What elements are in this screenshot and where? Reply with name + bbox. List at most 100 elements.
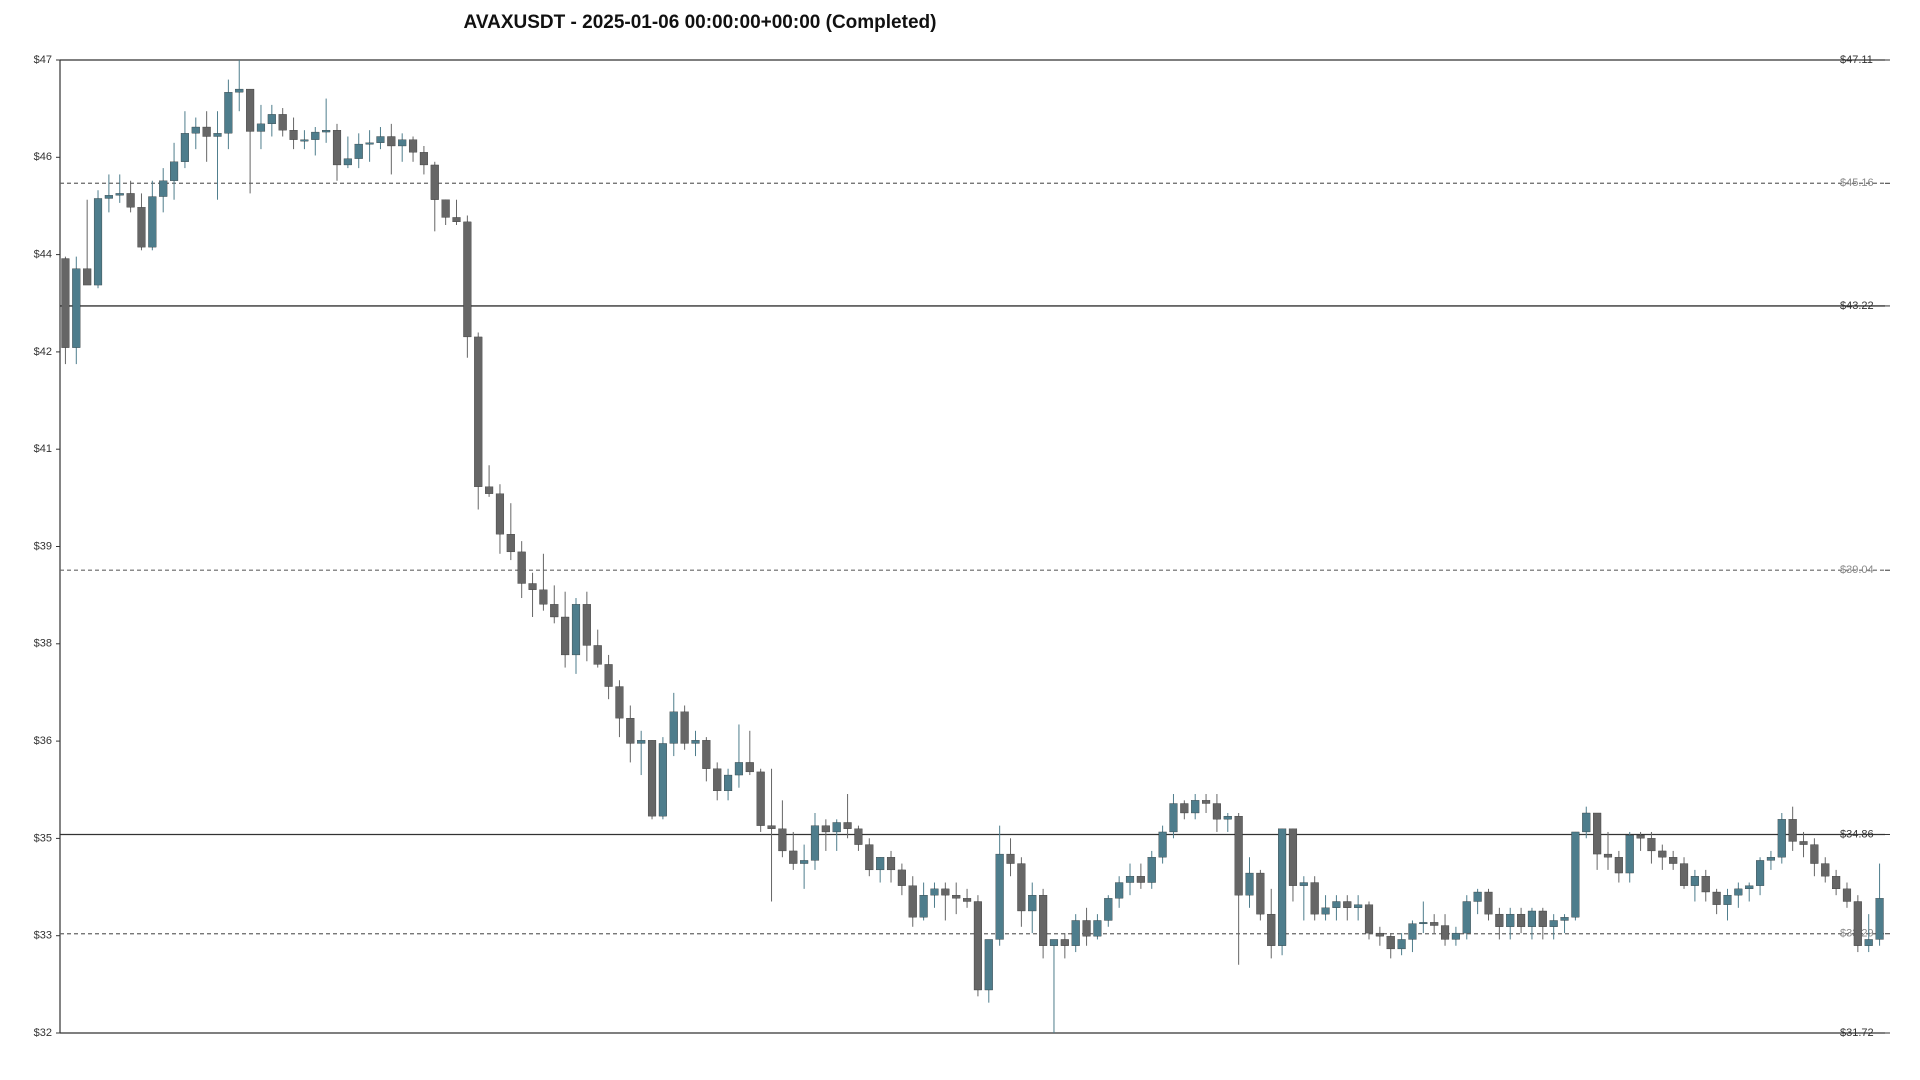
candle-body [1593, 812, 1602, 855]
candle-body [800, 860, 809, 864]
candle-body [1332, 901, 1341, 908]
candle-body [159, 180, 168, 197]
candle-body [202, 126, 211, 137]
candle-body [876, 857, 885, 871]
candle-body [1473, 891, 1482, 902]
candle-body [1006, 853, 1015, 864]
candle-body [343, 158, 352, 166]
candle-body [593, 645, 602, 665]
candle-body [952, 895, 961, 899]
candle-body [1310, 882, 1319, 915]
candle-body [1669, 857, 1678, 864]
candle-body [191, 126, 200, 134]
candle-body [789, 850, 798, 864]
level-label: $45.16 [1840, 177, 1874, 189]
candle-body [1810, 844, 1819, 864]
candle-body [1679, 863, 1689, 886]
candle-body [1582, 812, 1591, 833]
candle-body [398, 139, 407, 147]
candle-body [517, 551, 526, 584]
y-tick-label: $32 [34, 1027, 52, 1039]
candle-body [528, 583, 537, 590]
candle-body [61, 258, 70, 348]
candle-body [278, 114, 287, 131]
level-label: $43.22 [1840, 300, 1874, 312]
candle-body [1549, 920, 1558, 927]
candle-body [1527, 910, 1537, 927]
candle-body [387, 136, 396, 147]
candle-body [495, 493, 505, 535]
candle-body [1158, 831, 1167, 858]
candle-body [941, 888, 950, 896]
candle-body [1647, 838, 1656, 852]
candle-body [1039, 895, 1048, 946]
candle-body [1495, 913, 1504, 927]
candle-body [691, 740, 700, 744]
candle-body [1484, 891, 1493, 915]
y-tick-label: $47 [34, 54, 52, 66]
candle-body [1299, 882, 1308, 886]
candle-body [354, 143, 363, 159]
candle-body [1723, 895, 1732, 905]
candle-body [734, 762, 744, 776]
candle-body [1354, 904, 1363, 908]
candle-body [376, 136, 385, 143]
candle-body [126, 193, 135, 208]
candle-body [582, 604, 591, 646]
candle-body [702, 740, 711, 769]
candle-body [246, 88, 255, 132]
candle-body [1614, 857, 1623, 874]
candle-body [180, 133, 189, 162]
candle-body [832, 822, 841, 833]
candle-body [1440, 925, 1450, 940]
candle-body [1071, 920, 1080, 946]
candle-body [1690, 876, 1699, 886]
candle-body [571, 604, 581, 656]
candle-body [1712, 891, 1721, 905]
candle-body [778, 828, 787, 852]
candle-body [908, 885, 917, 918]
candle-body [724, 774, 733, 792]
candle-body [1223, 815, 1232, 820]
y-tick-label: $46 [34, 151, 52, 163]
candle-body [1832, 876, 1841, 890]
candle-body [1234, 815, 1243, 896]
candle-body [1538, 910, 1547, 927]
candle-body [1364, 904, 1374, 934]
candle-body [1136, 876, 1145, 883]
candle-body [332, 130, 342, 166]
candle-body [485, 486, 494, 494]
candle-body [767, 825, 776, 829]
candle-body [669, 711, 678, 744]
candle-body [1397, 939, 1406, 950]
candle-body [322, 130, 331, 133]
level-label: $31.72 [1840, 1027, 1874, 1039]
candle-body [821, 825, 830, 833]
candle-body [1658, 850, 1667, 858]
candle-body [680, 711, 689, 744]
candle-body [1636, 834, 1645, 839]
candle-body [256, 123, 266, 132]
candle-body [1343, 901, 1352, 908]
y-tick-label: $44 [34, 249, 52, 261]
y-tick-label: $41 [34, 443, 52, 455]
candle-body [1115, 882, 1124, 899]
candle-body [1745, 885, 1754, 890]
candle-body [311, 131, 320, 140]
candle-body [1212, 803, 1221, 820]
candle-body [1093, 920, 1102, 937]
candle-body [1853, 901, 1862, 946]
candle-body [104, 195, 113, 199]
candle-body [1788, 819, 1797, 842]
y-tick-label: $36 [34, 735, 52, 747]
candle-body [1875, 898, 1884, 940]
candle-body [1766, 857, 1775, 861]
y-tick-label: $35 [34, 832, 52, 844]
candle-body [1049, 939, 1059, 946]
candle-body [430, 164, 439, 200]
candle-body [1799, 841, 1808, 845]
candle-body [1104, 898, 1113, 921]
